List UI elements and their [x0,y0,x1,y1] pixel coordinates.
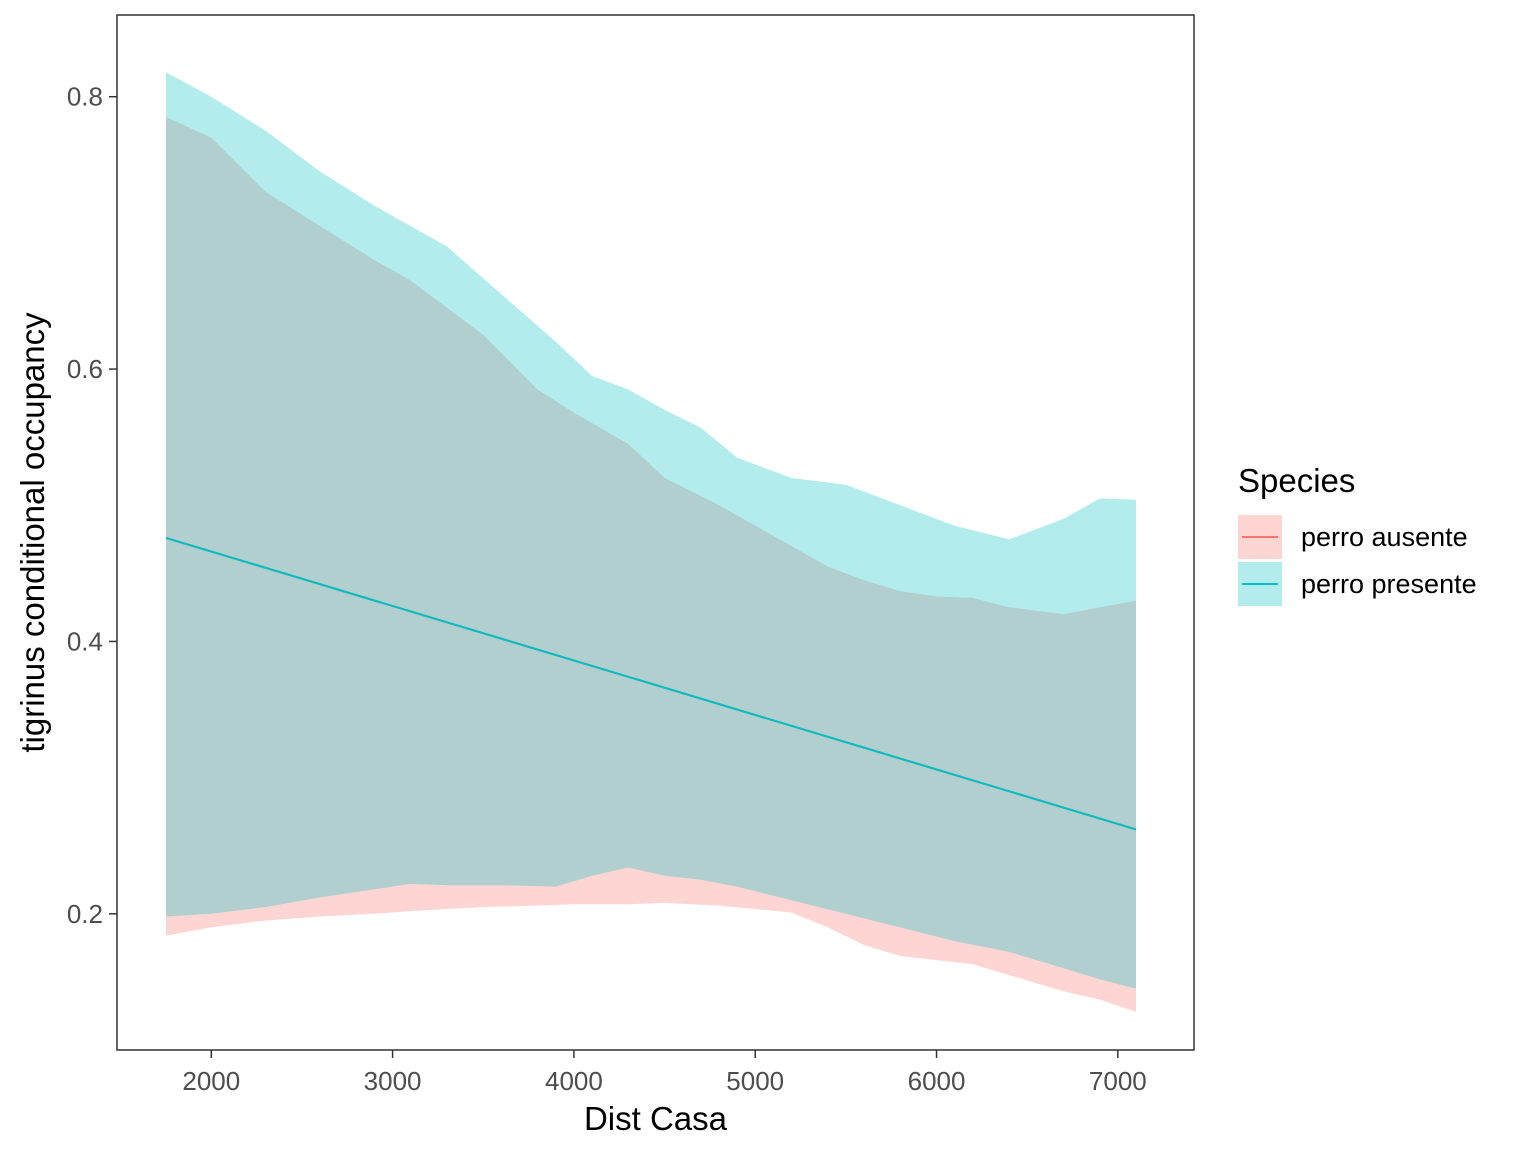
y-tick-label: 0.4 [67,626,103,656]
x-tick-label: 3000 [364,1066,422,1096]
y-axis-title: tigrinus conditional occupancy [14,312,51,753]
y-tick-label: 0.8 [67,82,103,112]
y-tick-label: 0.6 [67,354,103,384]
ribbon-1 [166,72,1136,989]
legend-title: Species [1238,462,1355,499]
series-line-1 [165,536,1137,831]
x-tick-label: 7000 [1089,1066,1147,1096]
panel-border [116,14,1195,1051]
x-axis: 2000 3000 4000 5000 6000 7000 [182,1050,1147,1096]
y-axis: 0.2 0.4 0.6 0.8 [67,82,117,929]
ribbon-layer [166,72,1136,1012]
line-layer [165,536,1137,831]
legend-label-1: perro presente [1301,569,1477,599]
x-tick-label: 2000 [182,1066,240,1096]
x-tick-label: 4000 [545,1066,603,1096]
y-tick-label: 0.2 [67,899,103,929]
legend: Species perro ausente perro presente [1238,462,1477,606]
x-tick-label: 5000 [726,1066,784,1096]
x-axis-title: Dist Casa [584,1100,728,1137]
ribbon-0 [166,117,1136,1012]
legend-label-0: perro ausente [1301,522,1468,552]
x-tick-label: 6000 [908,1066,966,1096]
